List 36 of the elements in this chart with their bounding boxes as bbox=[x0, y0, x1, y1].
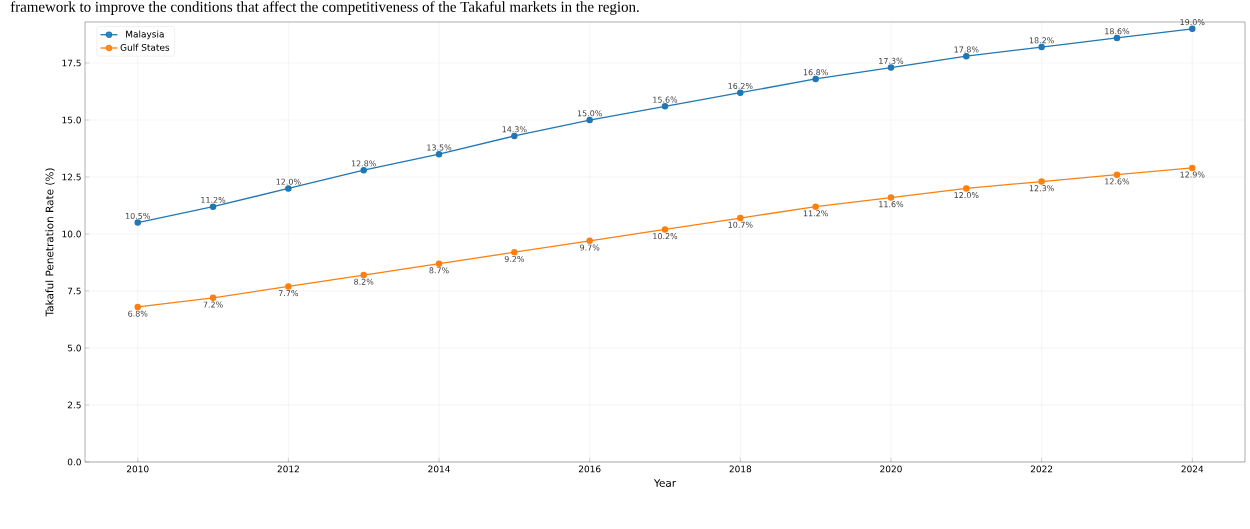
x-axis-title: Year bbox=[653, 479, 677, 487]
y-tick-label: 12.5 bbox=[62, 173, 81, 181]
point bbox=[511, 249, 518, 256]
x-tick-label: 2024 bbox=[1181, 465, 1204, 473]
x-tick-label: 2012 bbox=[277, 465, 299, 473]
point bbox=[963, 185, 970, 192]
point bbox=[285, 283, 292, 290]
x-tick-label: 2014 bbox=[428, 465, 450, 473]
y-tick-label: 7.5 bbox=[67, 287, 81, 295]
y-tick-label: 2.5 bbox=[67, 401, 81, 409]
point bbox=[285, 185, 292, 192]
y-tick-label: 17.5 bbox=[62, 59, 81, 67]
point bbox=[209, 203, 217, 210]
point bbox=[737, 89, 744, 96]
legend-label: Malaysia bbox=[126, 30, 164, 40]
point bbox=[1113, 171, 1121, 178]
point bbox=[887, 64, 895, 71]
y-tick-label: 0.0 bbox=[67, 458, 81, 466]
x-tick-label: 2016 bbox=[578, 465, 601, 473]
legend-label: Gulf States bbox=[120, 43, 170, 51]
y-tick-label: 10.0 bbox=[62, 230, 81, 238]
y-axis-title: Takaful Penetration Rate (%) bbox=[45, 168, 55, 317]
x-tick-label: 2018 bbox=[729, 465, 752, 473]
x-tick-label: 2022 bbox=[1030, 465, 1053, 473]
x-tick-label: 2010 bbox=[126, 465, 149, 473]
point bbox=[134, 219, 141, 226]
point bbox=[887, 194, 895, 201]
y-tick-label: 15.0 bbox=[62, 116, 81, 124]
text: framework to improve the conditions that affect the competitiveness of the Takaful markets in the region. bbox=[10, 1, 639, 15]
y-tick-label: 5.0 bbox=[67, 344, 81, 352]
point bbox=[812, 203, 819, 210]
point bbox=[435, 260, 443, 267]
point bbox=[661, 226, 669, 233]
point bbox=[661, 103, 669, 110]
x-tick-label: 2020 bbox=[880, 465, 902, 473]
point bbox=[1038, 178, 1045, 185]
